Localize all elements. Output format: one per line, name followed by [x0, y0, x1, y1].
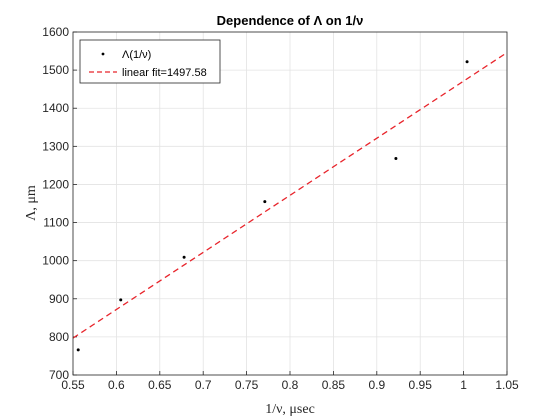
x-tick-label: 1.05	[495, 378, 519, 392]
y-tick-label: 1300	[42, 139, 69, 153]
chart-title: Dependence of Λ on 1/ν	[217, 13, 364, 28]
x-tick-label: 0.6	[108, 378, 125, 392]
data-point	[394, 157, 398, 161]
y-tick-label: 1200	[42, 177, 69, 191]
legend-marker-points	[101, 52, 105, 56]
data-point	[182, 255, 186, 259]
y-tick-label: 1400	[42, 101, 69, 115]
y-tick-label: 1000	[42, 254, 69, 268]
x-tick-label: 0.7	[195, 378, 212, 392]
y-tick-label: 800	[49, 330, 69, 344]
legend-label-fit: linear fit=1497.58	[122, 67, 207, 79]
data-point	[76, 348, 80, 352]
plot-frame	[72, 31, 508, 376]
data-point	[119, 298, 123, 302]
x-tick-label: 0.8	[282, 378, 299, 392]
fit-line	[72, 52, 508, 339]
y-tick-label: 1600	[42, 25, 69, 39]
legend: Λ(1/ν) linear fit=1497.58	[79, 39, 221, 84]
y-tick-label: 900	[49, 292, 69, 306]
x-tick-label: 0.9	[368, 378, 385, 392]
legend-box	[79, 39, 221, 84]
x-tick-label: 0.65	[148, 378, 172, 392]
y-tick-label: 1100	[43, 216, 69, 230]
x-tick-label: 1	[460, 378, 467, 392]
y-axis-label: Λ, μm	[24, 185, 39, 221]
x-tick-label: 0.75	[235, 378, 259, 392]
series-layer	[72, 52, 508, 352]
data-point	[465, 60, 469, 64]
axes: 0.55 0.6 0.65 0.7 0.75 0.8 0.85 0.9 0.95 1 1.05 700…	[42, 25, 519, 392]
y-tick-label: 700	[49, 368, 69, 382]
x-tick-label: 0.95	[409, 378, 433, 392]
x-tick-label: 0.85	[322, 378, 346, 392]
y-tick-label: 1500	[42, 63, 69, 77]
x-tick-label: 0.55	[61, 378, 85, 392]
data-point	[263, 200, 267, 204]
legend-label-points: Λ(1/ν)	[122, 49, 151, 61]
x-axis-label: 1/ν, μsec	[265, 402, 315, 417]
